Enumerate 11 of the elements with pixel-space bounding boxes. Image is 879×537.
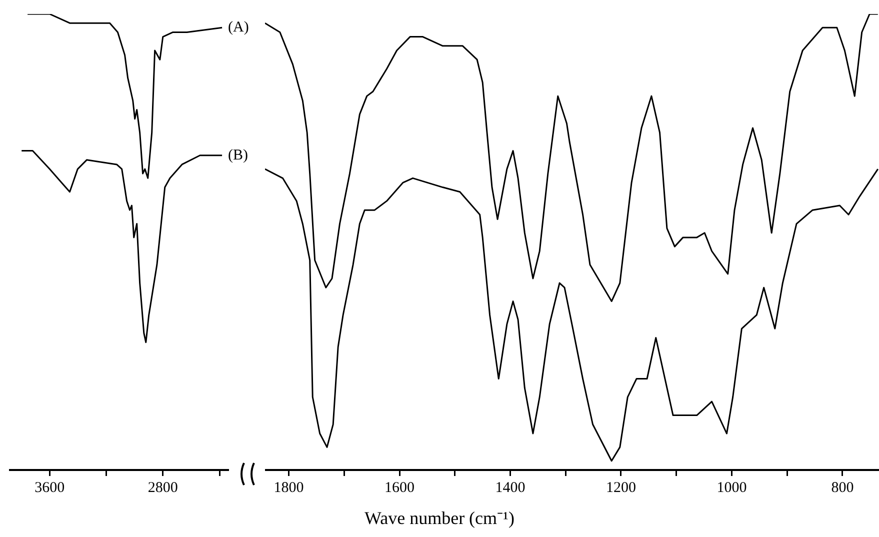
x-tick-label: 1000 [716, 480, 747, 496]
series-label: (A) [228, 20, 249, 36]
x-tick-label: 800 [831, 480, 854, 496]
series-label: (B) [228, 147, 248, 164]
x-tick-label: 1200 [606, 480, 636, 496]
x-tick-label: 2800 [148, 480, 178, 496]
x-tick-label: 1600 [384, 480, 415, 496]
x-tick-label: 1800 [274, 480, 304, 496]
x-axis-title: Wave number (cm⁻¹) [364, 507, 516, 529]
x-tick-label: 3600 [34, 480, 65, 496]
x-tick-label: 1400 [495, 480, 526, 496]
